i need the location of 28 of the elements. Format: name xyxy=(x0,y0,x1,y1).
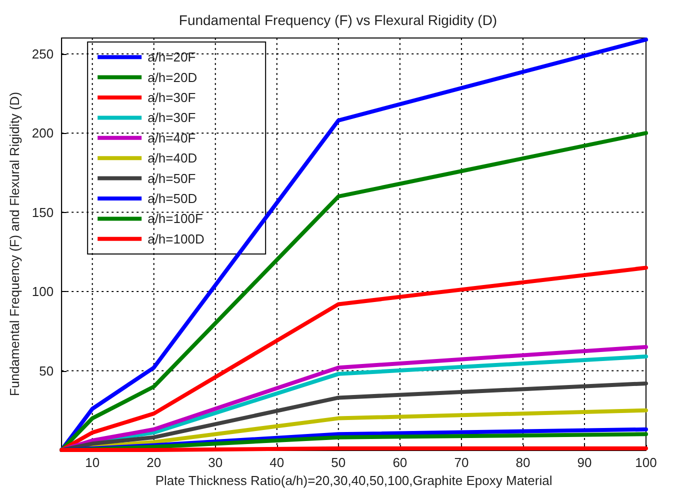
x-tick-label: 70 xyxy=(454,455,469,470)
y-tick-label: 250 xyxy=(32,46,54,62)
y-tick-label: 50 xyxy=(39,363,54,378)
x-tick-label: 90 xyxy=(577,455,592,470)
chart-title: Fundamental Frequency (F) vs Flexural Rigidity (D) xyxy=(178,12,498,28)
y-tick-label: 100 xyxy=(32,284,54,300)
x-tick-label: 40 xyxy=(270,455,284,470)
x-tick-label: 30 xyxy=(208,455,223,470)
legend-label: a/h=40F xyxy=(148,130,196,146)
legend-label: a/h=40D xyxy=(148,150,198,166)
x-tick-label: 50 xyxy=(331,455,346,470)
legend-label: a/h=100D xyxy=(148,231,204,246)
x-tick-label: 20 xyxy=(146,455,162,470)
legend-label: a/h=50F xyxy=(148,170,196,186)
x-tick-label: 80 xyxy=(516,455,530,470)
x-tick-label: 60 xyxy=(392,455,408,470)
legend-label: a/h=100F xyxy=(148,211,203,226)
legend-label: a/h=30F xyxy=(148,90,196,105)
legend-label: a/h=20F xyxy=(148,50,196,65)
x-tick-label: 10 xyxy=(85,455,100,470)
legend-label: a/h=20D xyxy=(148,70,198,85)
y-axis-title: Fundamental Frequency (F) and Flexural Rigidity (D) xyxy=(7,92,22,396)
x-tick-label: 100 xyxy=(635,455,657,470)
x-axis-title: Plate Thickness Ratio(a/h)=20,30,40,50,100,Graphite Epoxy Material xyxy=(155,473,552,488)
y-tick-label: 200 xyxy=(32,126,54,141)
legend-label: a/h=30F xyxy=(148,110,196,126)
legend-label: a/h=50D xyxy=(148,191,198,206)
y-tick-label: 150 xyxy=(32,204,54,220)
